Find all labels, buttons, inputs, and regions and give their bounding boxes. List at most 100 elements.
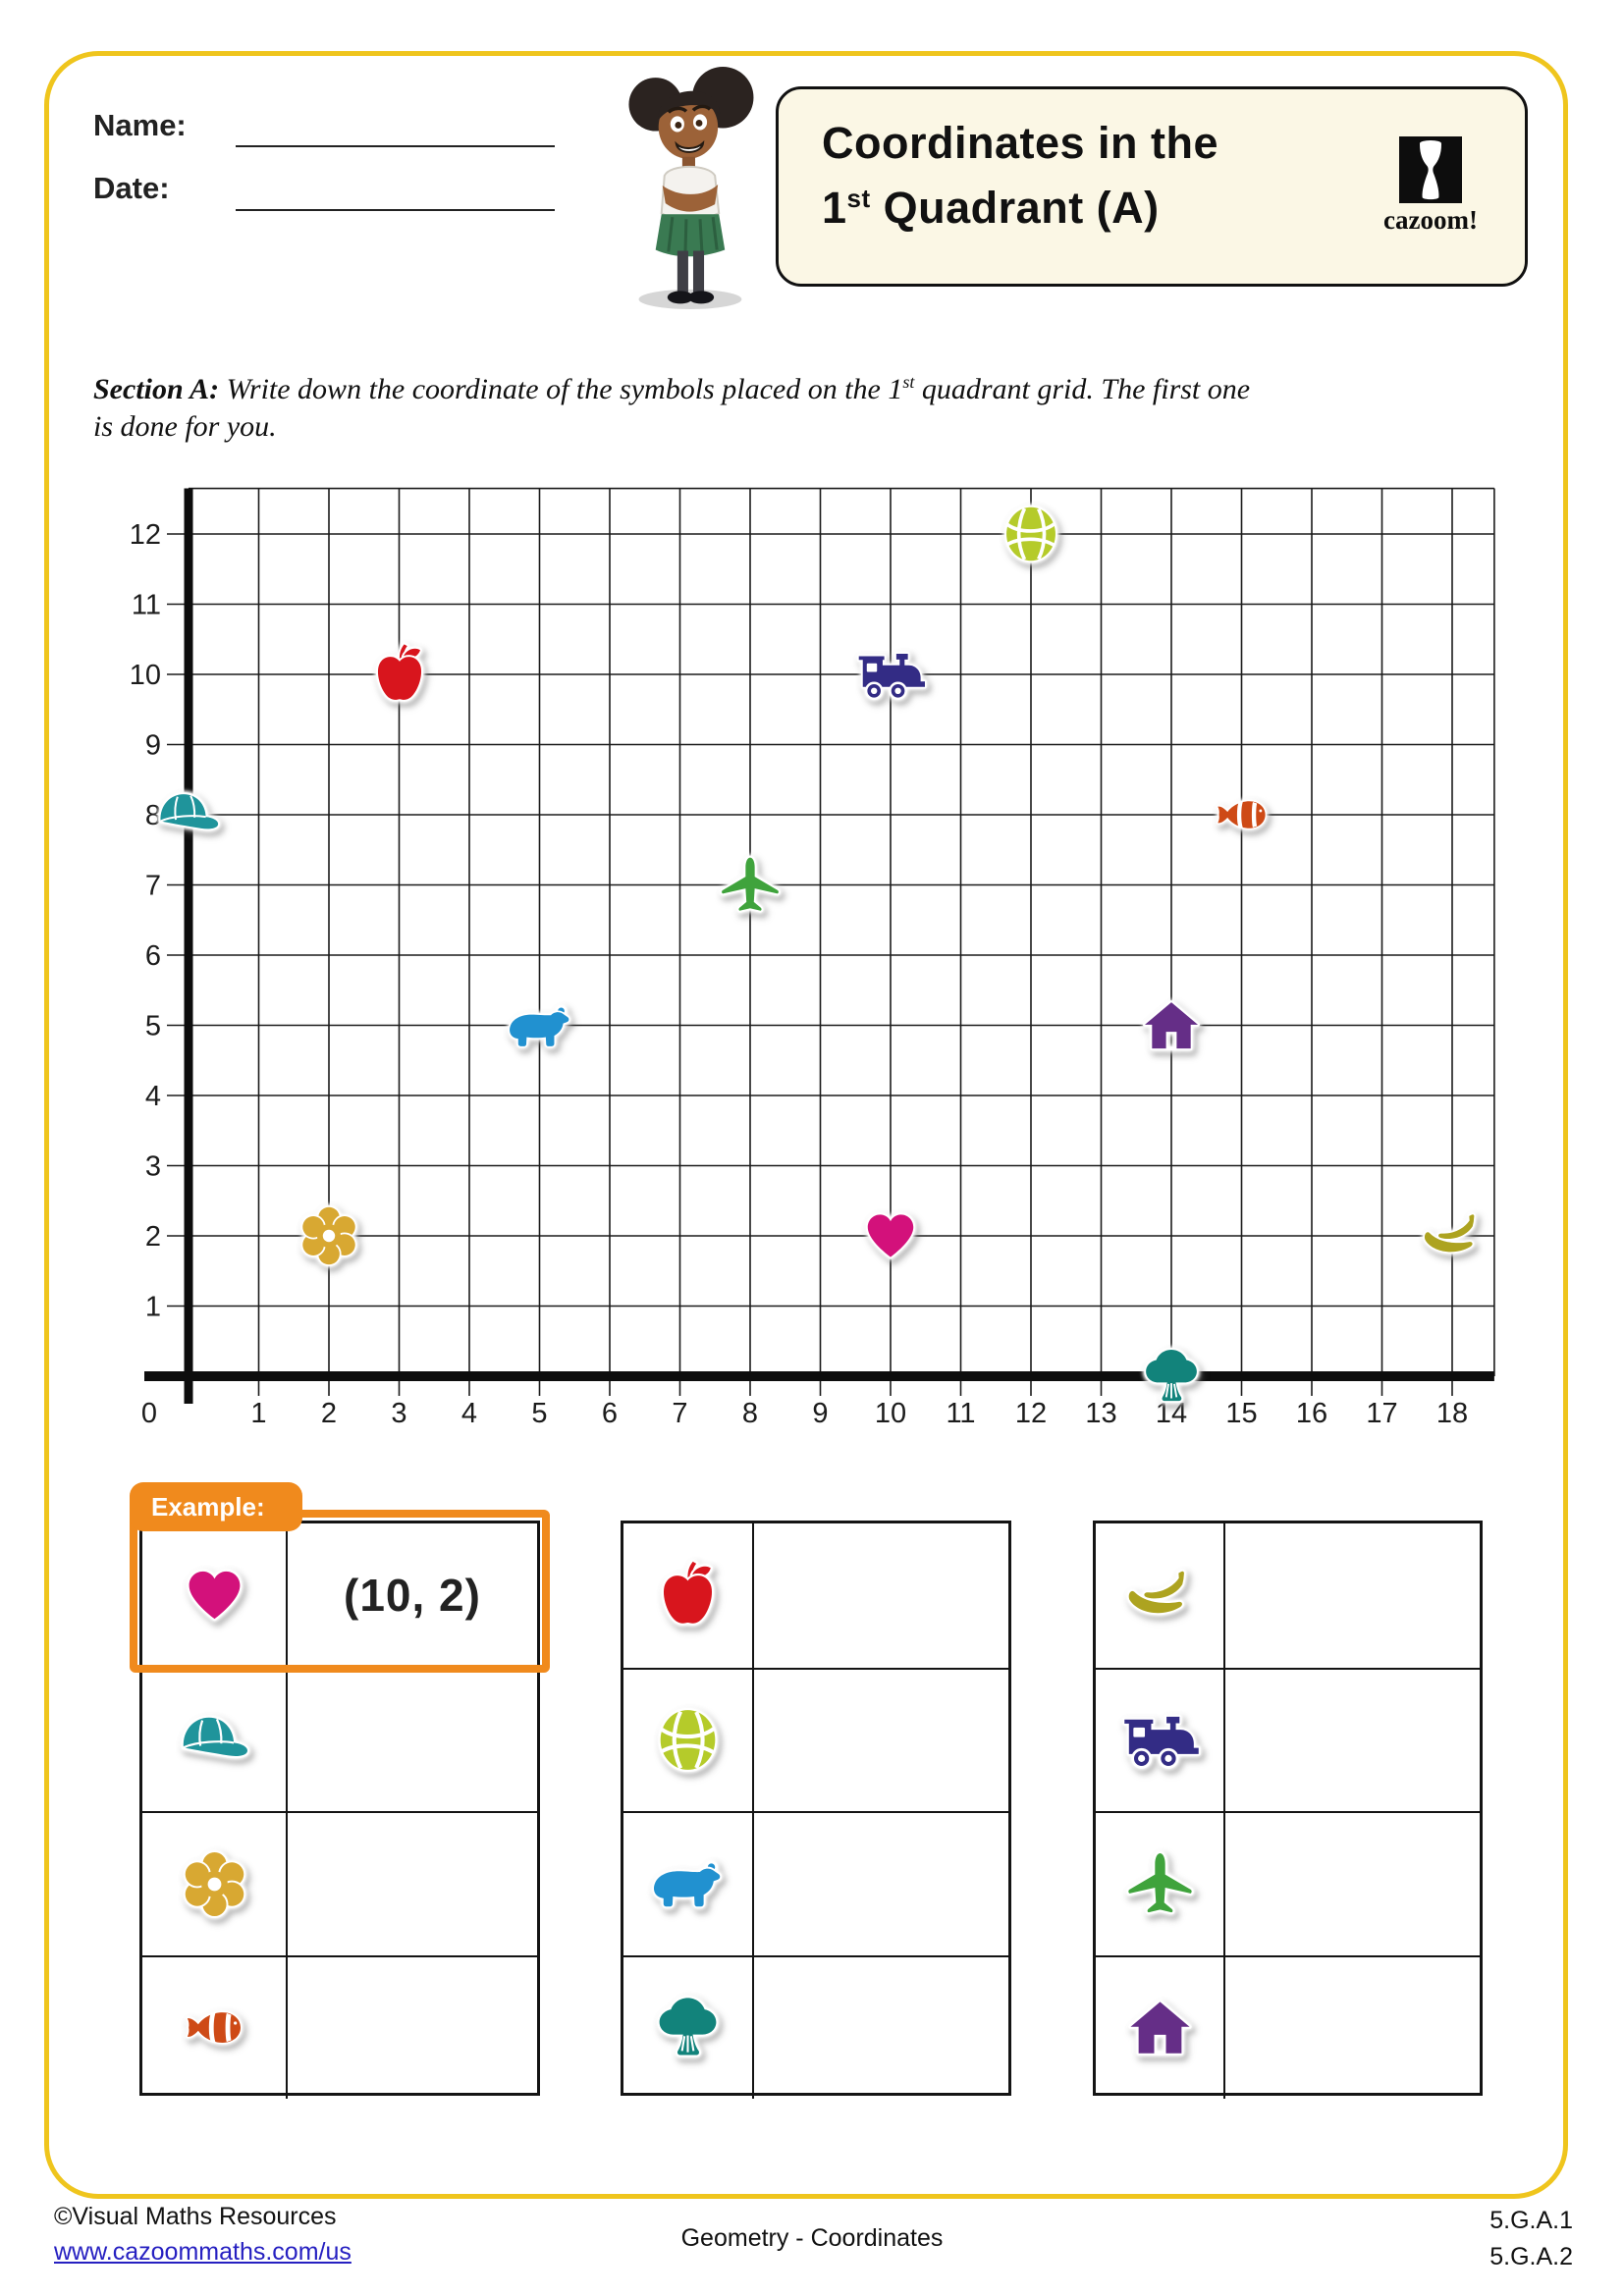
answer-cell[interactable]	[1225, 1670, 1480, 1812]
cazoom-logo-text: cazoom!	[1383, 205, 1478, 235]
svg-text:10: 10	[130, 660, 161, 691]
answer-cell[interactable]	[288, 1813, 537, 1955]
svg-text:4: 4	[145, 1081, 161, 1112]
footer-standards: 5.G.A.1 5.G.A.2	[1489, 2207, 1573, 2270]
svg-text:2: 2	[321, 1398, 337, 1429]
svg-text:1: 1	[250, 1398, 266, 1429]
table-symbol-airplane	[1096, 1813, 1225, 1955]
table-symbol-tree	[623, 1956, 754, 2099]
svg-text:3: 3	[145, 1151, 161, 1183]
grid-symbol-flower	[298, 1205, 359, 1266]
table-row	[1096, 1523, 1480, 1668]
table-row	[623, 1954, 1008, 2100]
grid-symbol-heart	[863, 1210, 918, 1261]
svg-text:7: 7	[145, 871, 161, 902]
cazoom-logo: cazoom!	[1376, 136, 1486, 236]
table-symbol-flower	[142, 1813, 288, 1955]
grid-symbol-apple	[369, 640, 430, 709]
answer-cell[interactable]	[1225, 1957, 1480, 2100]
svg-text:15: 15	[1225, 1398, 1257, 1429]
svg-text:6: 6	[145, 940, 161, 972]
grid-symbol-bear	[504, 999, 576, 1052]
table-row	[1096, 1954, 1480, 2100]
grid-symbol-bananas	[1420, 1210, 1485, 1261]
footer-copyright: ©Visual Maths Resources	[54, 2203, 337, 2230]
table-symbol-heart	[142, 1523, 288, 1668]
svg-text:11: 11	[946, 1398, 975, 1429]
table-row	[142, 1667, 537, 1812]
table-row	[142, 1954, 537, 2100]
answer-cell[interactable]	[754, 1813, 1008, 1955]
svg-text:4: 4	[461, 1398, 477, 1429]
grid-symbol-fish	[1214, 793, 1271, 836]
table-symbol-apple	[623, 1523, 754, 1668]
svg-text:1: 1	[145, 1292, 161, 1323]
title-box: Coordinates in the 1st Quadrant (A) cazo…	[776, 86, 1528, 287]
page-border-frame	[44, 51, 1568, 2199]
date-label: Date:	[93, 171, 170, 205]
table-symbol-basketball	[623, 1669, 754, 1811]
answer-cell[interactable]	[1225, 1523, 1480, 1668]
name-input-line[interactable]	[236, 145, 555, 147]
footer-topic: Geometry - Coordinates	[680, 2224, 944, 2252]
svg-text:18: 18	[1436, 1398, 1468, 1429]
svg-text:11: 11	[132, 590, 161, 621]
grid-symbol-basketball	[1002, 504, 1059, 564]
example-tab: Example:	[130, 1482, 302, 1531]
svg-text:10: 10	[875, 1398, 906, 1429]
grid-symbol-airplane	[720, 855, 781, 916]
svg-text:0: 0	[141, 1398, 157, 1429]
svg-text:5: 5	[145, 1011, 161, 1042]
cazoom-logo-icon	[1399, 136, 1462, 203]
answer-cell[interactable]	[288, 1670, 537, 1812]
table-row	[623, 1811, 1008, 1955]
table-row	[623, 1523, 1008, 1668]
svg-text:9: 9	[145, 730, 161, 762]
table-symbol-house	[1096, 1956, 1225, 2099]
grid-symbol-cap	[151, 788, 226, 841]
svg-text:16: 16	[1296, 1398, 1327, 1429]
table-row	[1096, 1667, 1480, 1812]
svg-text:8: 8	[742, 1398, 758, 1429]
grid-symbol-train	[854, 646, 927, 703]
page-title: Coordinates in the 1st Quadrant (A)	[822, 118, 1219, 233]
answer-cell[interactable]	[754, 1523, 1008, 1668]
answer-cell[interactable]	[1225, 1813, 1480, 1955]
svg-text:7: 7	[672, 1398, 687, 1429]
example-answer: (10, 2)	[344, 1570, 481, 1622]
answer-table-1: (10, 2)	[139, 1521, 540, 2099]
example-highlight-box	[130, 1510, 550, 1673]
girl-illustration	[628, 67, 754, 309]
svg-text:8: 8	[145, 800, 161, 831]
table-symbol-bear	[623, 1813, 754, 1955]
table-row	[142, 1811, 537, 1955]
table-symbol-bananas	[1096, 1523, 1225, 1668]
answer-cell: (10, 2)	[288, 1523, 537, 1668]
name-label: Name:	[93, 108, 187, 142]
grid-symbol-tree	[1142, 1346, 1201, 1407]
date-input-line[interactable]	[236, 209, 555, 211]
table-symbol-train	[1096, 1669, 1225, 1811]
svg-text:14: 14	[1156, 1398, 1187, 1429]
svg-text:17: 17	[1366, 1398, 1397, 1429]
svg-text:9: 9	[812, 1398, 828, 1429]
answer-table-3	[1093, 1521, 1483, 2099]
answer-cell[interactable]	[754, 1957, 1008, 2100]
svg-text:3: 3	[391, 1398, 406, 1429]
answer-table-2	[621, 1521, 1011, 2099]
table-row	[623, 1667, 1008, 1812]
table-row: (10, 2)	[142, 1523, 537, 1668]
svg-text:12: 12	[130, 519, 161, 551]
svg-text:13: 13	[1085, 1398, 1116, 1429]
footer-link[interactable]: www.cazoommaths.com/us	[54, 2238, 352, 2266]
answer-cell[interactable]	[754, 1670, 1008, 1812]
grid-symbol-house	[1143, 999, 1200, 1052]
svg-text:12: 12	[1015, 1398, 1047, 1429]
table-symbol-cap	[142, 1669, 288, 1811]
answer-cell[interactable]	[288, 1957, 537, 2100]
svg-text:5: 5	[531, 1398, 547, 1429]
svg-text:6: 6	[602, 1398, 618, 1429]
svg-text:2: 2	[145, 1221, 161, 1253]
